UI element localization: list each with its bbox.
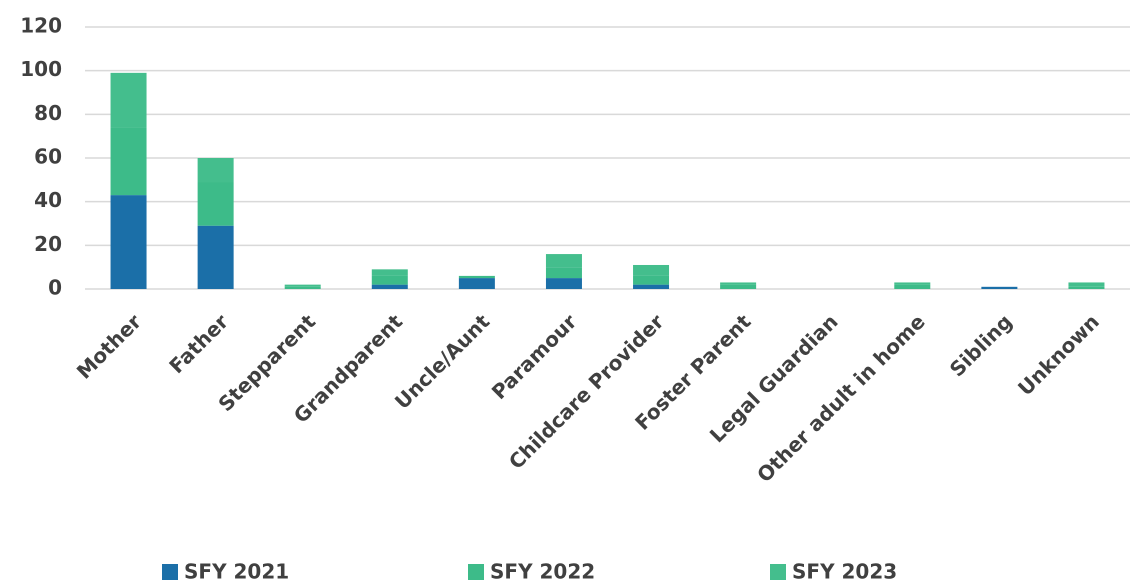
legend-swatch (770, 564, 786, 580)
y-tick-label: 100 (20, 57, 62, 81)
bar-segment (720, 282, 757, 285)
x-tick-label: Sibling (945, 309, 1017, 381)
bar-segment (110, 72, 147, 128)
x-tick-label: Other adult in home (752, 309, 930, 487)
bar-segment (197, 225, 234, 289)
y-tick-label: 20 (34, 232, 62, 256)
bar-segment (284, 284, 321, 287)
legend-label: SFY 2022 (490, 560, 595, 582)
bar-segment (110, 195, 147, 289)
bar-segment (545, 254, 582, 268)
x-tick-label: Father (164, 309, 233, 378)
bar-segment (1068, 282, 1105, 287)
bar-segment (545, 278, 582, 289)
y-tick-label: 120 (20, 14, 62, 38)
bar-segment (1068, 286, 1105, 289)
legend-swatch (468, 564, 484, 580)
bar-segment (633, 264, 670, 276)
bar-segment (110, 127, 147, 196)
x-tick-label: Uncle/Aunt (390, 309, 495, 414)
legend-label: SFY 2023 (792, 560, 897, 582)
bar-segment (458, 275, 495, 279)
bar-segment (545, 267, 582, 279)
bar-segment (371, 275, 408, 285)
y-tick-label: 40 (34, 188, 62, 212)
x-tick-label: Childcare Provider (504, 309, 669, 474)
bar-segment (894, 282, 931, 285)
bar-segment (371, 269, 408, 276)
bar-segment (458, 278, 495, 289)
legend-label: SFY 2021 (184, 560, 289, 582)
x-tick-label: Mother (72, 309, 146, 383)
x-tick-label: Paramour (487, 309, 582, 404)
y-tick-label: 0 (48, 276, 62, 300)
y-tick-label: 60 (34, 145, 62, 169)
bar-segment (633, 284, 670, 289)
bar-segment (197, 182, 234, 226)
bar-segment (197, 158, 234, 183)
bar-segment (633, 275, 670, 285)
bar-segment (371, 284, 408, 289)
bar-segment (720, 284, 757, 289)
bar-segment (981, 286, 1018, 289)
y-tick-label: 80 (34, 101, 62, 125)
bar-segment (894, 284, 931, 289)
x-tick-label: Unknown (1013, 309, 1104, 400)
legend-swatch (162, 564, 178, 580)
bar-segment (284, 286, 321, 289)
